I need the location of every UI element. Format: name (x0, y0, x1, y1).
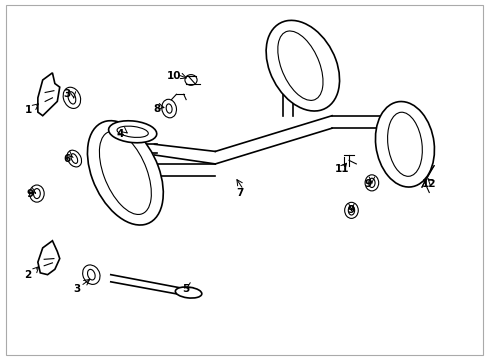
Ellipse shape (82, 265, 100, 284)
Ellipse shape (30, 185, 44, 202)
Ellipse shape (162, 99, 176, 118)
Text: 5: 5 (182, 284, 189, 294)
Ellipse shape (175, 287, 202, 298)
Text: 11: 11 (334, 164, 348, 174)
Polygon shape (38, 241, 60, 275)
Ellipse shape (67, 150, 81, 167)
Text: 4: 4 (117, 129, 124, 139)
Text: 8: 8 (153, 104, 160, 113)
Ellipse shape (344, 202, 358, 219)
Ellipse shape (365, 175, 378, 191)
Ellipse shape (108, 121, 157, 143)
Text: 3: 3 (73, 284, 80, 294)
Text: 3: 3 (63, 89, 70, 99)
Text: 2: 2 (24, 270, 32, 280)
Text: 7: 7 (236, 188, 243, 198)
Ellipse shape (375, 102, 433, 187)
Text: 6: 6 (63, 154, 70, 163)
Ellipse shape (63, 87, 81, 108)
Ellipse shape (265, 21, 339, 111)
Text: 1: 1 (24, 105, 32, 115)
Text: 9: 9 (364, 179, 371, 189)
Ellipse shape (87, 121, 163, 225)
Text: 9: 9 (27, 189, 34, 199)
Text: 9: 9 (347, 205, 354, 215)
Text: 12: 12 (421, 179, 436, 189)
Text: 10: 10 (166, 71, 181, 81)
Polygon shape (38, 73, 60, 116)
